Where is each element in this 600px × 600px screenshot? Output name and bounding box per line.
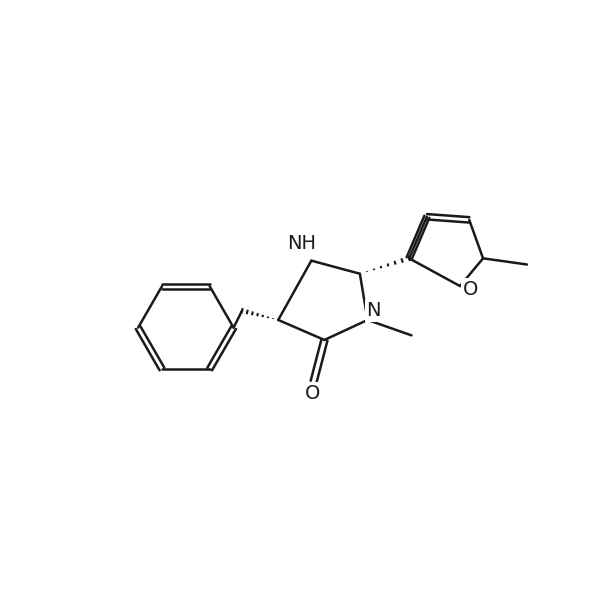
Text: NH: NH — [287, 234, 317, 253]
Text: N: N — [367, 301, 381, 320]
Text: O: O — [304, 385, 320, 403]
Text: O: O — [463, 280, 478, 299]
